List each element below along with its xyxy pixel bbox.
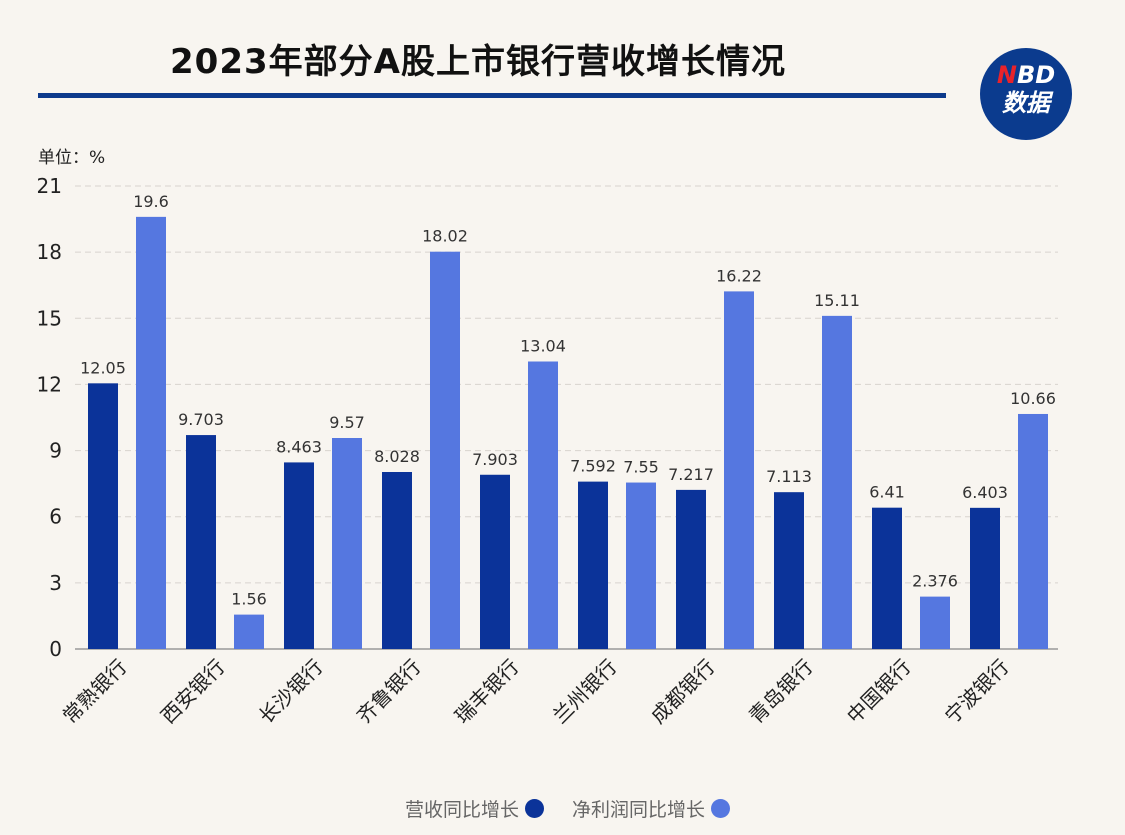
y-tick-label: 21 [37,174,62,198]
legend: 营收同比增长 净利润同比增长 [405,795,750,822]
y-tick-label: 3 [49,571,62,595]
x-tick-label: 中国银行 [842,655,916,729]
bar-net-profit [724,291,754,649]
bar-net-profit [626,482,656,649]
legend-label: 净利润同比增长 [572,799,706,821]
bar-revenue [480,474,510,649]
bar-revenue [578,481,608,649]
data-label: 16.22 [716,266,762,285]
data-label: 1.56 [231,590,267,609]
y-tick-label: 0 [49,637,62,661]
data-label: 9.57 [329,413,365,432]
data-label: 7.592 [570,457,616,476]
title-underline [38,93,946,98]
bar-net-profit [430,251,460,649]
bar-revenue [88,383,118,649]
bar-net-profit [234,614,264,649]
data-label: 18.02 [422,227,468,246]
x-tick-label: 兰州银行 [548,655,622,729]
bar-net-profit [332,438,362,649]
x-tick-label: 成都银行 [646,655,720,729]
x-tick-label: 常熟银行 [58,655,132,729]
data-label: 15.11 [814,291,860,310]
bar-revenue [382,472,412,649]
y-tick-label: 6 [49,505,62,529]
y-tick-label: 12 [37,372,62,396]
y-tick-label: 18 [37,240,62,264]
data-label: 7.217 [668,465,714,484]
data-label: 8.028 [374,447,420,466]
bar-revenue [774,492,804,649]
data-label: 12.05 [80,358,126,377]
y-tick-label: 15 [37,306,62,330]
x-tick-label: 青岛银行 [744,655,818,729]
legend-swatch [711,799,731,818]
data-label: 6.41 [869,483,905,502]
data-label: 19.6 [133,192,169,211]
legend-label: 营收同比增长 [405,799,520,821]
bar-net-profit [822,315,852,649]
data-label: 7.55 [623,458,659,477]
data-label: 7.113 [766,467,812,486]
data-label: 13.04 [520,336,566,355]
legend-item-net-profit: 净利润同比增长 [572,795,731,822]
bar-revenue [676,489,706,649]
data-label: 9.703 [178,410,224,429]
data-label: 8.463 [276,437,322,456]
bar-revenue [872,507,902,649]
bar-net-profit [528,361,558,649]
unit-label: 单位：% [38,148,106,168]
x-tick-label: 宁波银行 [940,655,1014,729]
data-label: 7.903 [472,450,518,469]
data-label: 2.376 [912,572,958,591]
data-label: 6.403 [962,483,1008,502]
nbd-logo: NBD 数据 [980,48,1072,140]
bar-revenue [284,462,314,649]
data-label: 10.66 [1010,389,1056,408]
legend-item-revenue: 营收同比增长 [405,795,545,822]
x-tick-label: 瑞丰银行 [450,655,524,729]
x-tick-label: 长沙银行 [254,655,328,729]
bar-net-profit [1018,413,1048,649]
x-tick-label: 西安银行 [156,655,230,729]
bar-revenue [970,507,1000,649]
x-tick-label: 齐鲁银行 [352,655,426,729]
legend-swatch [525,799,545,818]
chart-title: 2023年部分A股上市银行营收增长情况 [170,42,786,82]
y-tick-label: 9 [49,439,62,463]
bar-revenue [186,435,216,649]
bar-net-profit [136,216,166,649]
bar-net-profit [920,596,950,649]
